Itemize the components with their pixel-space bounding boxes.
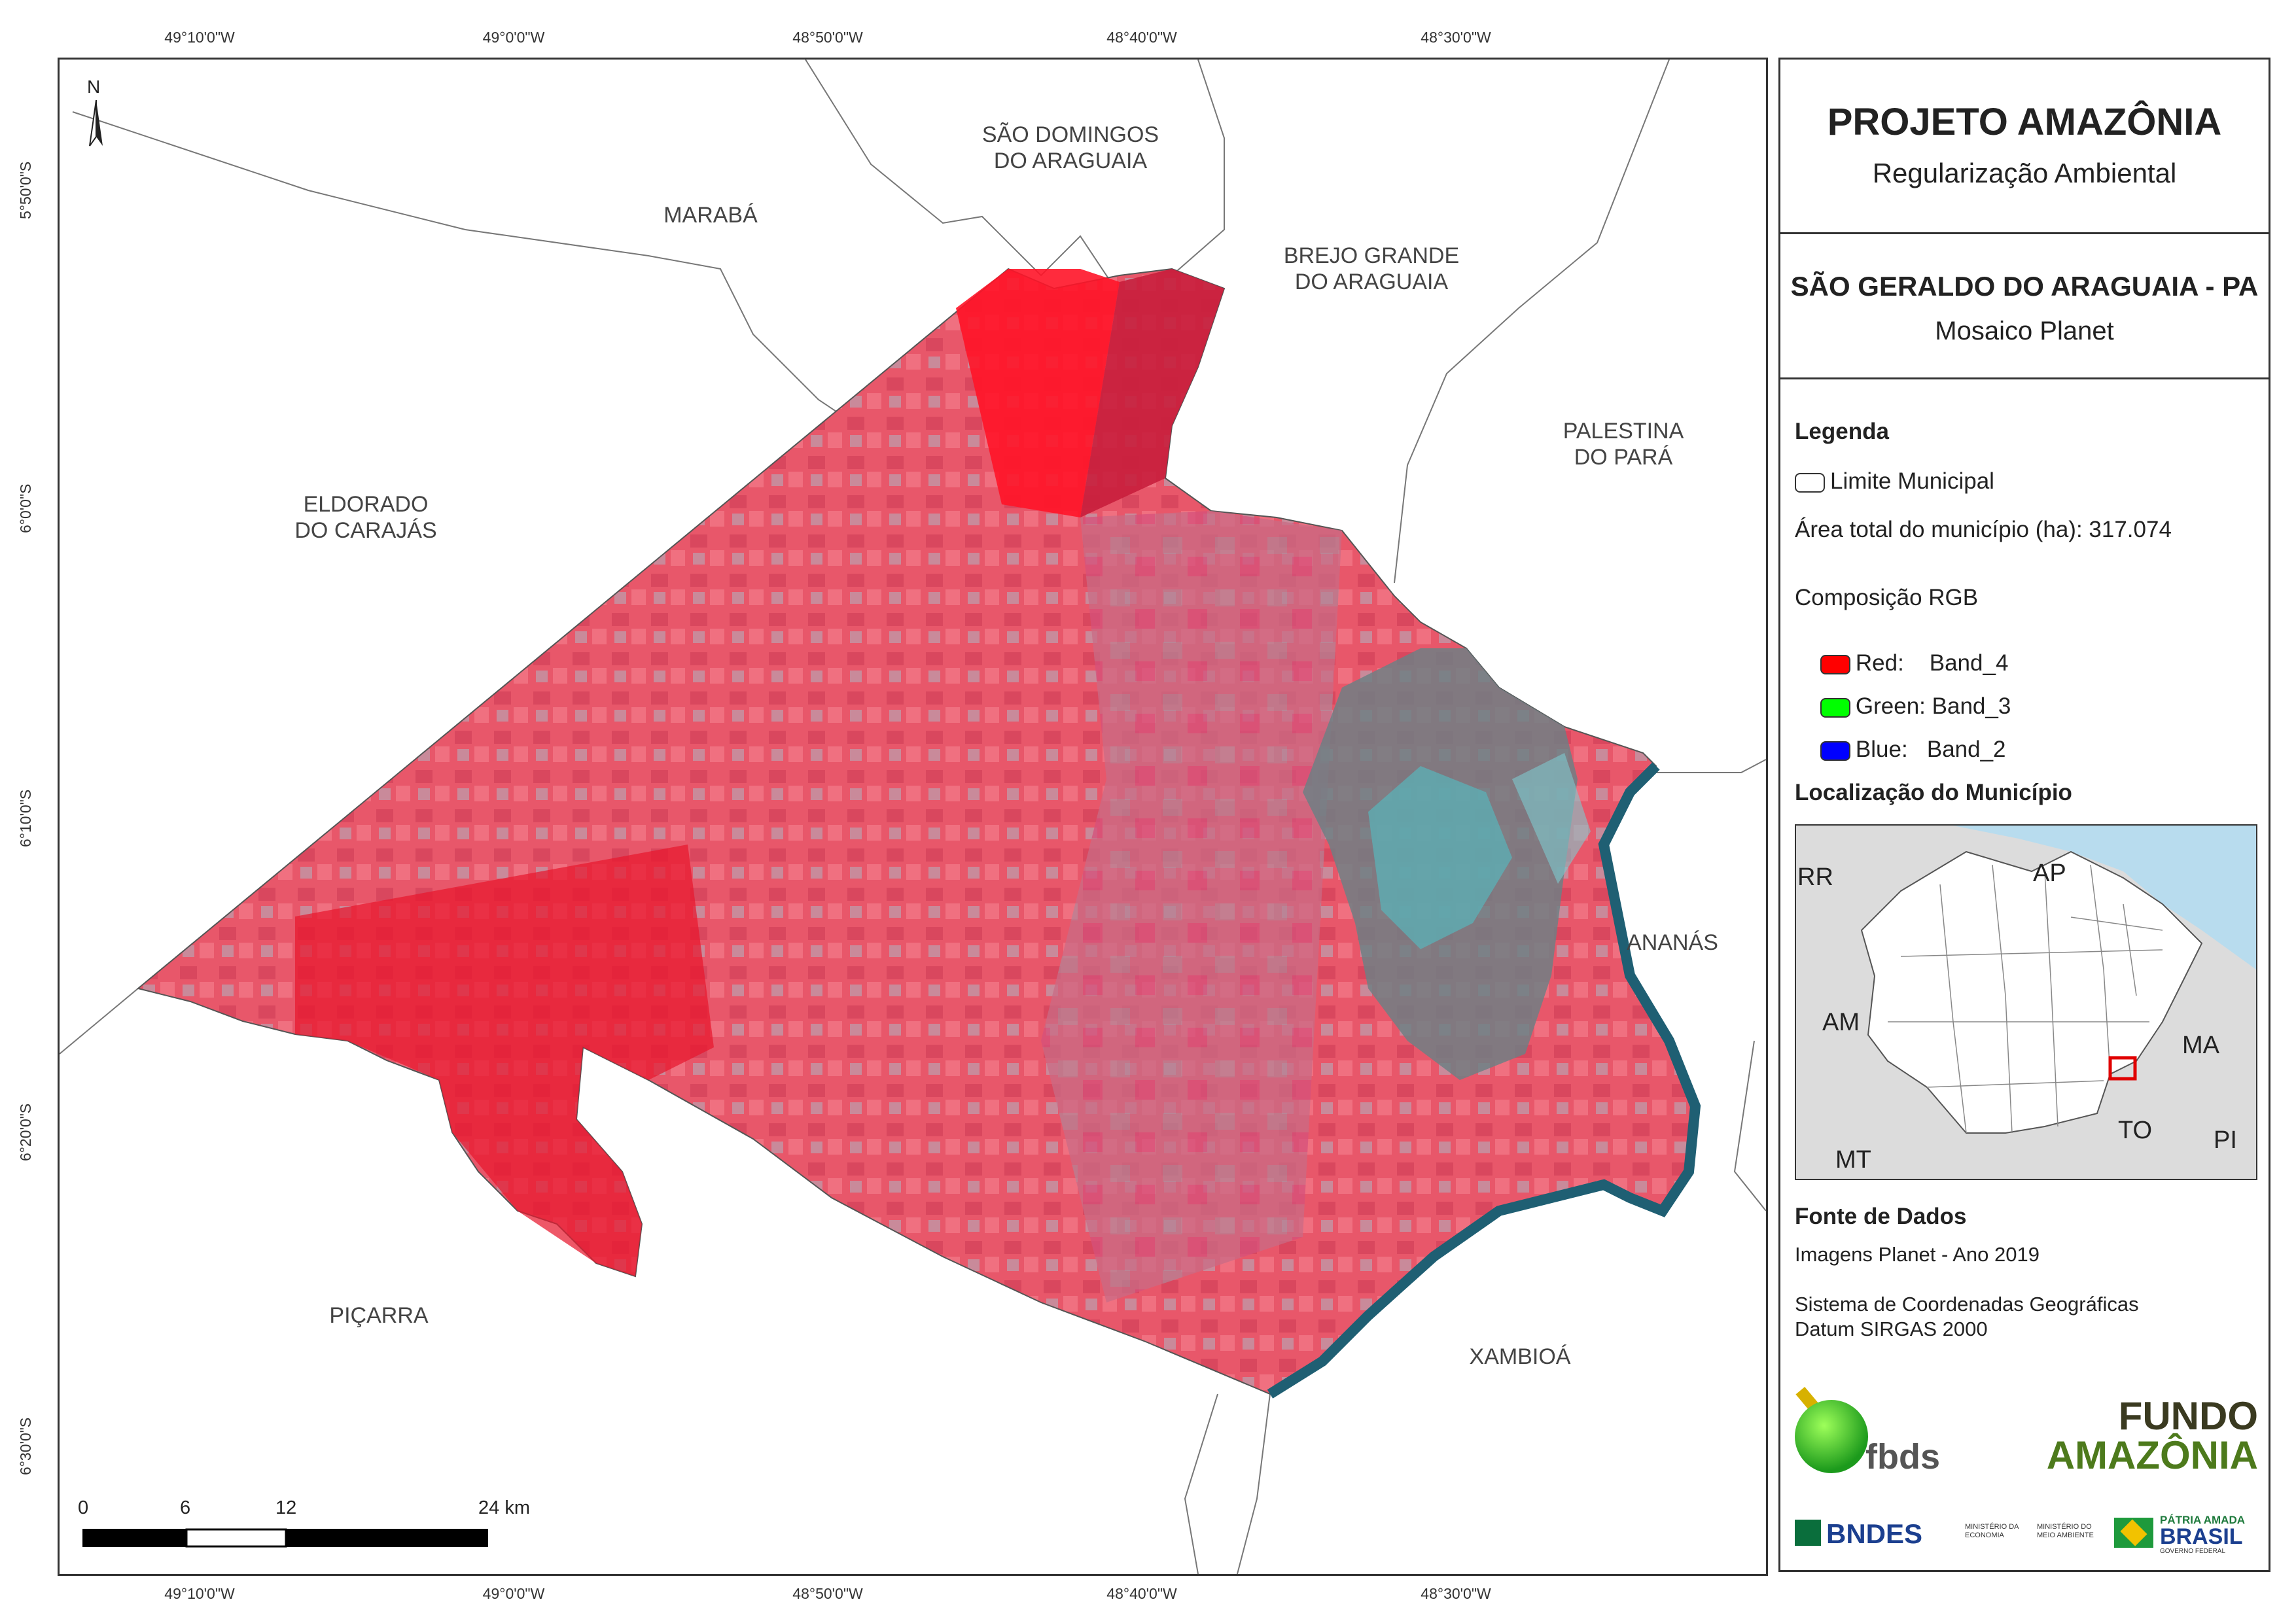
inset-canvas: [1860, 826, 2256, 1134]
min-ambiente-text: MINISTÉRIO DO MEIO AMBIENTE: [2037, 1523, 2094, 1539]
location-inset-map[interactable]: RR AP AM MA TO MT PI: [1795, 824, 2257, 1180]
sources-heading: Fonte de Dados: [1795, 1204, 1967, 1229]
fbds-globe-icon: [1795, 1400, 1868, 1473]
inset-label-rr: RR: [1797, 864, 1833, 891]
inset-label-pi: PI: [2214, 1126, 2237, 1154]
coord-bottom-5: 48°30'0"W: [1421, 1585, 1491, 1602]
inset-label-am: AM: [1822, 1009, 1860, 1036]
blue-swatch-icon: [1820, 741, 1850, 761]
label-ananas: ANANÁS: [1627, 930, 1718, 955]
coord-left-1: 5°50'0"S: [17, 161, 34, 219]
label-xambioa: XAMBIOÁ: [1469, 1344, 1571, 1369]
project-title: PROJETO AMAZÔNIA: [1827, 101, 2222, 143]
bndes-logo: BNDES: [1795, 1514, 1952, 1554]
project-subtitle: Regularização Ambiental: [1872, 158, 2177, 188]
map-frame[interactable]: N SÃO DOMINGOS DO ARAGUAIA MARABÁ BREJO G…: [58, 58, 1768, 1576]
inset-label-mt: MT: [1835, 1146, 1871, 1174]
coord-left-2: 6°0'0"S: [17, 483, 34, 533]
label-eldorado: ELDORADO DO CARAJÁS: [294, 492, 437, 543]
inset-locator-box: [2108, 1056, 2137, 1081]
fbds-text: fbds: [1865, 1437, 1940, 1476]
coord-left-4: 6°20'0"S: [17, 1103, 34, 1161]
panel-municipality-box: SÃO GERALDO DO ARAGUAIA - PA Mosaico Pla…: [1778, 232, 2270, 379]
scale-label-12: 12: [275, 1497, 297, 1518]
sources-datum: Datum SIRGAS 2000: [1795, 1318, 1988, 1340]
coord-top-3: 48°50'0"W: [792, 29, 863, 46]
coord-bottom-4: 48°40'0"W: [1106, 1585, 1177, 1602]
red-swatch-icon: [1820, 654, 1850, 674]
coord-bottom-3: 48°50'0"W: [792, 1585, 863, 1602]
fbds-logo: fbds: [1795, 1374, 1952, 1478]
fundo-text: FUNDO: [2118, 1394, 2258, 1438]
coord-left-3: 6°10'0"S: [17, 789, 34, 847]
bndes-text: BNDES: [1826, 1518, 1923, 1549]
inset-label-to: TO: [2118, 1117, 2153, 1144]
scale-label-6: 6: [180, 1497, 191, 1518]
sources-images: Imagens Planet - Ano 2019: [1795, 1243, 2040, 1266]
label-palestina: PALESTINA DO PARÁ: [1563, 419, 1684, 470]
legend-area: Área total do município (ha): 317.074: [1795, 517, 2172, 542]
scale-bar: [82, 1528, 488, 1548]
sources-crs: Sistema de Coordenadas Geográficas: [1795, 1293, 2139, 1316]
map-canvas: [60, 60, 1766, 1574]
municipality-image: [136, 268, 1701, 1399]
green-swatch-icon: [1820, 697, 1850, 718]
label-picarra: PIÇARRA: [329, 1303, 429, 1328]
mosaic-label: Mosaico Planet: [1935, 317, 2114, 345]
label-sao-domingos: SÃO DOMINGOS DO ARAGUAIA: [981, 122, 1159, 173]
north-label: N: [87, 77, 101, 97]
patria-text: PÁTRIA AMADA: [2160, 1514, 2246, 1526]
legend-green: Green: Band_3: [1795, 667, 2011, 746]
min-economia-text: MINISTÉRIO DA ECONOMIA: [1965, 1523, 2019, 1539]
governo-text: GOVERNO FEDERAL: [2160, 1548, 2226, 1555]
scale-label-24: 24 km: [478, 1497, 530, 1518]
location-heading: Localização do Município: [1795, 780, 2072, 805]
fundo-amazonia-logo: FUNDO AMAZÔNIA: [1970, 1397, 2258, 1476]
coord-top-4: 48°40'0"W: [1106, 29, 1177, 46]
legend-boundary: Limite Municipal: [1795, 468, 1994, 495]
coord-bottom-2: 49°0'0"W: [482, 1585, 545, 1602]
legend-rgb-heading: Composição RGB: [1795, 585, 1979, 610]
scale-label-0: 0: [78, 1497, 89, 1518]
north-arrow-icon: [89, 99, 103, 147]
panel-legend-box: Legenda Limite Municipal Área total do m…: [1778, 377, 2270, 1572]
label-maraba: MARABÁ: [663, 203, 758, 228]
patria-amada-logo: PÁTRIA AMADA BRASIL GOVERNO FEDERAL: [2114, 1512, 2258, 1558]
coord-top-1: 49°10'0"W: [164, 29, 235, 46]
legend-heading: Legenda: [1795, 419, 1889, 444]
inset-label-ap: AP: [2033, 860, 2066, 887]
amazonia-text: AMAZÔNIA: [2046, 1433, 2258, 1477]
boundary-swatch-icon: [1795, 472, 1825, 493]
bndes-mark-icon: [1795, 1520, 1821, 1546]
panel-title-box: PROJETO AMAZÔNIA Regularização Ambiental: [1778, 58, 2270, 234]
legend-blue: Blue: Band_2: [1795, 710, 2006, 789]
coord-bottom-1: 49°10'0"W: [164, 1585, 235, 1602]
legend-red: Red: Band_4: [1795, 624, 2008, 703]
coord-top-5: 48°30'0"W: [1421, 29, 1491, 46]
brasil-text: BRASIL: [2160, 1524, 2243, 1549]
inset-label-ma: MA: [2182, 1032, 2219, 1059]
municipality-name: SÃO GERALDO DO ARAGUAIA - PA: [1790, 271, 2259, 302]
coord-left-5: 6°30'0"S: [17, 1417, 34, 1475]
label-brejo-grande: BREJO GRANDE DO ARAGUAIA: [1283, 243, 1460, 294]
coord-top-2: 49°0'0"W: [482, 29, 545, 46]
